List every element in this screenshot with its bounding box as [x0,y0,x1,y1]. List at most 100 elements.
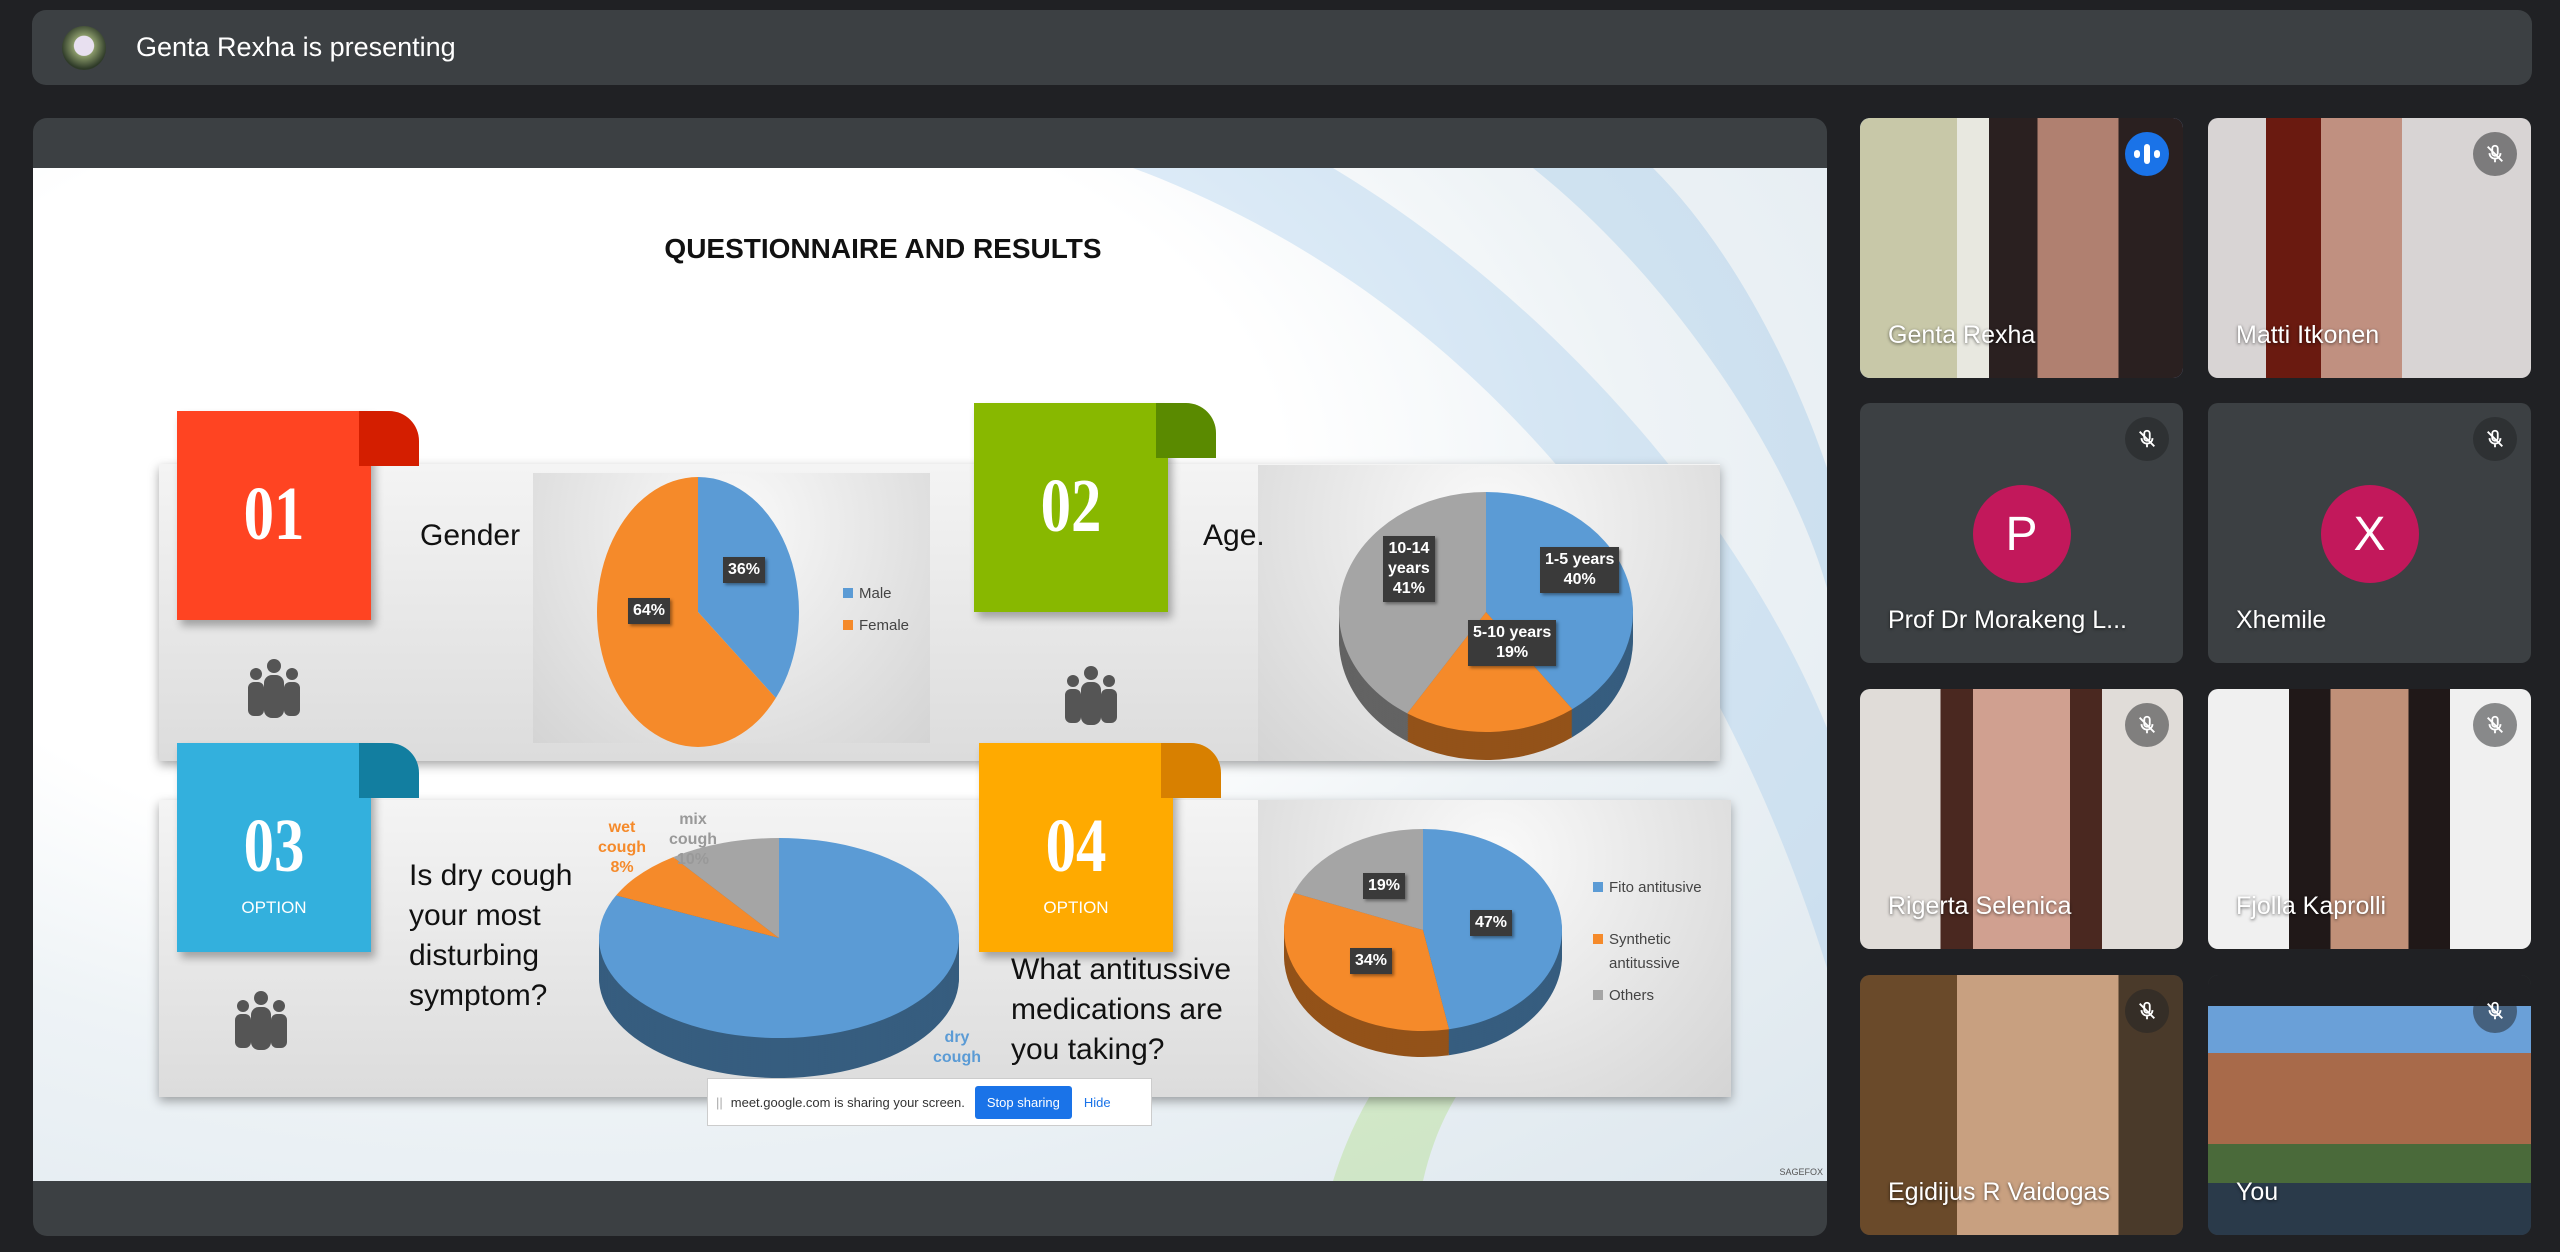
people-icon [1065,666,1117,725]
screen-share-notice: || meet.google.com is sharing your scree… [707,1078,1152,1126]
shared-slide: QUESTIONNAIRE AND RESULTS 01 02 03 OPTION… [33,168,1827,1181]
share-message: meet.google.com is sharing your screen. [730,1094,965,1110]
pie-2-slice-top-10-14-years [1338,492,1486,714]
legend-item-male: Male [843,578,909,610]
participant-name: Matti Itkonen [2236,321,2380,349]
question-gender: Gender [420,519,521,552]
participant-name: Rigerta Selenica [1888,892,2072,920]
hide-button[interactable]: Hide [1083,1094,1111,1110]
legend-label: Female [859,617,910,634]
people-icon [248,659,300,718]
avatar: X [2320,485,2419,583]
legend-item-others: Others [1593,984,1702,1008]
mic-off-icon [2473,989,2517,1033]
pie-label-5-10-years: 5-10 years 19% [1468,620,1557,666]
legend-item-female: Female [843,610,909,642]
ribbon-number: 04 [1045,804,1107,888]
label-line: mix [679,811,707,828]
gender-legend: Male Female [843,578,909,642]
participant-name: Fjolla Kaprolli [2236,892,2387,920]
drag-handle-icon[interactable]: || [716,1094,723,1110]
decorative-swoosh-blue-2 [1533,168,1827,588]
legend-label: Others [1609,987,1655,1004]
label-line: 40% [1563,571,1596,588]
question-line: disturbing [409,939,540,972]
avatar: P [1972,485,2071,583]
label-line: 10% [676,851,710,868]
label-line: 41% [1392,580,1425,597]
pie-label-mix-cough: mix cough 10% [669,810,717,870]
pie-2-slice-top-5-10-years [1407,612,1573,732]
pie-3-slice-top-wet-cough [616,857,779,938]
question-4: What antitussive medications are you tak… [1011,950,1231,1070]
participant-tile[interactable]: Rigerta Selenica [1860,689,2183,949]
legend-label: Synthetic [1609,931,1671,948]
participant-name: Egidijus R Vaidogas [1888,1178,2110,1206]
participant-name: Prof Dr Morakeng L... [1888,606,2127,634]
ribbon-04: 04 OPTION [979,743,1221,952]
ribbon-number: 02 [1040,464,1102,548]
question-line: Is dry cough [409,859,573,892]
ribbon-03: 03 OPTION [177,743,419,952]
legend-label: Male [859,585,892,602]
participant-tile[interactable]: Egidijus R Vaidogas [1860,975,2183,1235]
mic-off-icon [2125,703,2169,747]
label-line: dry [944,1029,970,1046]
participant-tile[interactable]: Genta Rexha [1860,118,2183,378]
pie-3-slice-top-dry-cough [598,838,959,1038]
legend-item-fito: Fito antitusive [1593,876,1702,900]
pie-label-male: 36% [723,557,766,583]
question-line: your most [409,899,541,932]
label-line: 5-10 years [1473,624,1552,641]
participant-tile[interactable]: P Prof Dr Morakeng L... [1860,403,2183,663]
people-icon [235,991,287,1050]
label-line: 10-14 [1388,540,1430,557]
participant-tile[interactable]: Fjolla Kaprolli [2208,689,2531,949]
medication-legend: Fito antitusive Synthetic antitussive Ot… [1593,876,1702,1008]
pie-3-slice-top-mix-cough [673,838,779,938]
mic-off-icon [2473,417,2517,461]
pie-4-slice-top-others [1293,829,1423,930]
ribbon-02: 02 [974,403,1216,612]
pie-label-dry-cough: dry cough [933,1028,981,1068]
legend-label: Fito antitusive [1609,879,1702,896]
participant-name: Genta Rexha [1888,321,2036,349]
label-line: cough [598,839,646,856]
presentation-stage[interactable]: QUESTIONNAIRE AND RESULTS 01 02 03 OPTION… [33,118,1827,1236]
legend-item-synthetic: Synthetic [1593,928,1702,952]
participant-tile[interactable]: X Xhemile [2208,403,2531,663]
question-3: Is dry cough your most disturbing sympto… [409,856,572,1016]
question-line: symptom? [409,979,548,1012]
question-line: you taking? [1011,1033,1165,1066]
pie-label-wet-cough: wet cough 8% [598,818,646,878]
mic-off-icon [2125,989,2169,1033]
speaking-indicator-icon [2125,132,2169,176]
question-line: What antitussive [1011,953,1232,986]
pie-label-female: 64% [628,598,671,624]
pie-label-synthetic: 34% [1350,948,1393,974]
presenting-text: Genta Rexha is presenting [136,32,456,62]
label-line: cough [933,1049,981,1066]
pie-2-slice-top-1-5-years [1486,492,1633,710]
participant-tile[interactable]: You [2208,975,2531,1235]
pie-label-10-14-years: 10-14 years 41% [1383,536,1435,602]
legend-label: antitussive [1609,955,1680,972]
participant-tile[interactable]: Matti Itkonen [2208,118,2531,378]
participant-name: You [2236,1178,2279,1206]
mic-off-icon [2473,132,2517,176]
mic-off-icon [2125,417,2169,461]
slide-title: QUESTIONNAIRE AND RESULTS [664,233,1102,264]
ribbon-option: OPTION [241,898,307,917]
stop-sharing-button[interactable]: Stop sharing [974,1085,1072,1119]
ribbon-number: 03 [243,804,305,888]
presenting-banner: Genta Rexha is presenting [32,10,2532,85]
presenter-avatar [62,25,106,70]
label-line: 8% [610,859,634,876]
label-line: years [1388,560,1430,577]
slide-watermark: SAGEFOX [1779,1167,1823,1177]
pie-label-others: 19% [1363,873,1406,899]
label-line: wet [608,819,636,836]
pie-1-slice-top-male [698,477,799,699]
question-line: medications are [1011,993,1223,1026]
question-age: Age. [1203,519,1265,552]
